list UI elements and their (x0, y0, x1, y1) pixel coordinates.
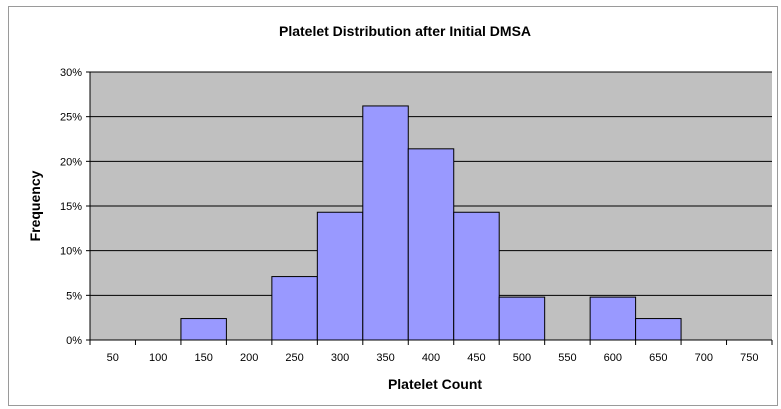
y-tick-label: 15% (60, 201, 82, 213)
bar-150 (180, 318, 227, 341)
y-tick-label: 5% (66, 290, 82, 302)
x-tick-label: 550 (558, 352, 576, 364)
bar-650 (635, 318, 682, 341)
x-tick-label: 150 (194, 352, 212, 364)
bars (180, 105, 682, 341)
x-tick-label: 650 (649, 352, 667, 364)
x-tick-label: 450 (467, 352, 485, 364)
y-tick-label: 20% (60, 156, 82, 168)
x-axis-ticks: 50 100 150 200 250 300 350 400 450 500 550 600 650 70… (89, 340, 773, 364)
x-tick-label: 700 (695, 352, 713, 364)
y-axis-ticks: 0% 5% 10% 15% 20% 25% 30% (60, 67, 90, 347)
x-tick-label: 350 (376, 352, 394, 364)
y-tick-label: 25% (60, 112, 82, 124)
bar-250 (271, 276, 318, 341)
x-tick-label: 100 (149, 352, 167, 364)
y-tick-label: 10% (60, 246, 82, 258)
x-tick-label: 750 (740, 352, 758, 364)
x-tick-label: 50 (107, 352, 119, 364)
x-tick-label: 600 (604, 352, 622, 364)
bar-600 (589, 296, 637, 341)
y-axis-label: Frequency (27, 170, 43, 241)
y-tick-label: 0% (66, 335, 82, 347)
bar-350 (362, 105, 409, 341)
x-axis-label: Platelet Count (388, 376, 482, 392)
y-tick-label: 30% (60, 67, 82, 79)
x-tick-label: 250 (285, 352, 303, 364)
x-tick-label: 200 (240, 352, 258, 364)
x-tick-label: 400 (422, 352, 440, 364)
x-tick-label: 300 (331, 352, 349, 364)
bar-400 (407, 148, 455, 341)
x-tick-label: 500 (513, 352, 531, 364)
bar-500 (498, 296, 546, 341)
chart-title: Platelet Distribution after Initial DMSA (279, 23, 531, 39)
bar-300 (316, 211, 364, 341)
bar-450 (453, 211, 500, 341)
